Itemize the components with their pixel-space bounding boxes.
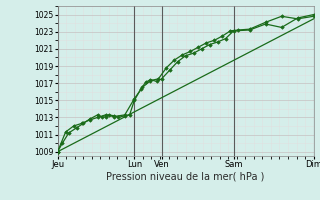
X-axis label: Pression niveau de la mer( hPa ): Pression niveau de la mer( hPa )	[107, 172, 265, 182]
